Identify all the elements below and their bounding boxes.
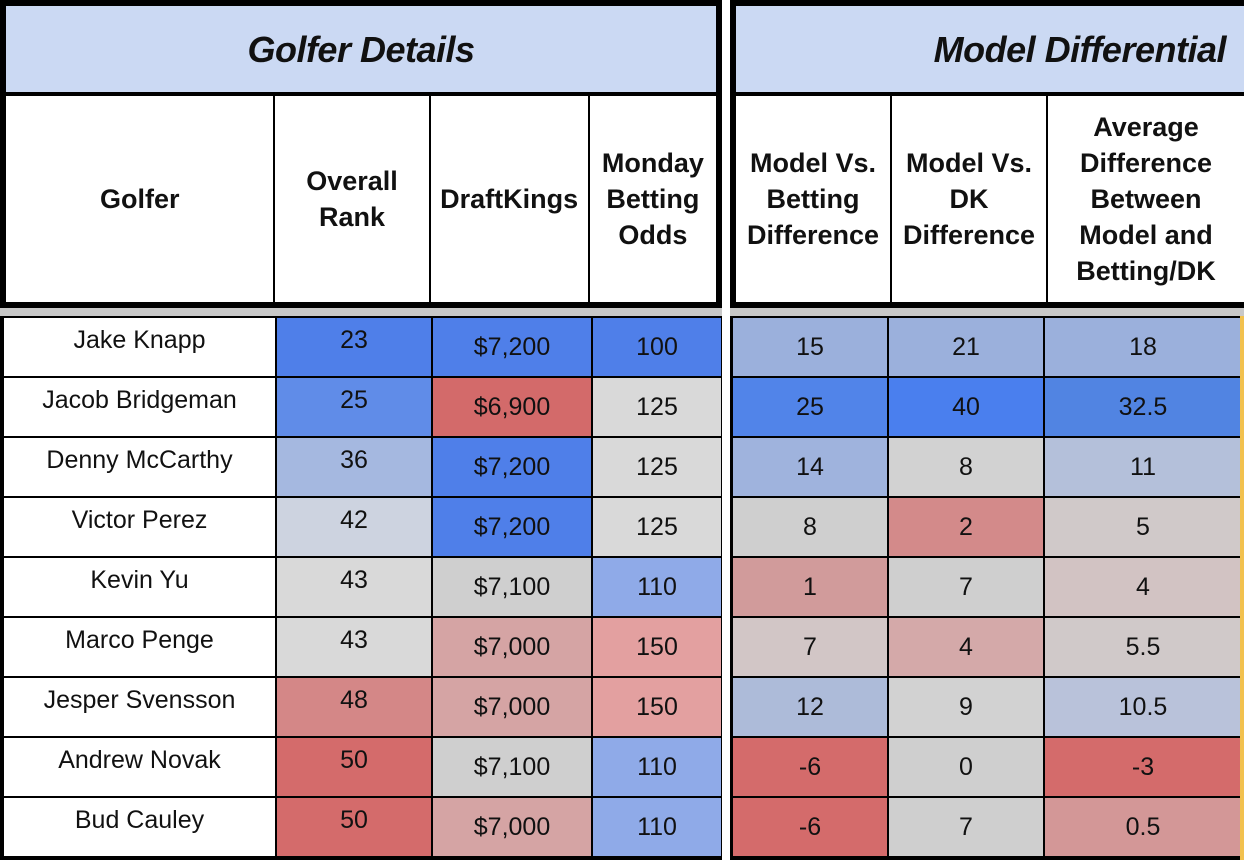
header-divider: [0, 308, 722, 316]
overall-rank-cell[interactable]: 48: [277, 678, 431, 736]
average-difference-cell[interactable]: 0.5: [1045, 798, 1241, 856]
column-header-average-difference[interactable]: Average Difference Between Model and Bet…: [1048, 96, 1244, 302]
model-vs-betting-cell[interactable]: 7: [733, 618, 887, 676]
golfer-details-section-header: Golfer Details: [0, 0, 722, 94]
monday-odds-cell[interactable]: 110: [593, 738, 721, 796]
golfer-name-cell[interactable]: Marco Penge: [4, 618, 275, 676]
draftkings-salary-cell[interactable]: $7,000: [433, 678, 591, 736]
golfer-name-cell[interactable]: Victor Perez: [4, 498, 275, 556]
overall-rank-cell[interactable]: 42: [277, 498, 431, 556]
average-difference-cell[interactable]: 32.5: [1045, 378, 1241, 436]
golfer-details-table: Jake Knapp 23 $7,200 100 Jacob Bridgeman 25 $6…: [0, 316, 722, 860]
model-vs-betting-cell[interactable]: -6: [733, 738, 887, 796]
model-vs-dk-cell[interactable]: 4: [889, 618, 1043, 676]
model-vs-betting-cell[interactable]: 1: [733, 558, 887, 616]
average-difference-cell[interactable]: 5: [1045, 498, 1241, 556]
column-header-model-vs-dk[interactable]: Model Vs. DK Difference: [892, 96, 1046, 302]
golfer-name-cell[interactable]: Jesper Svensson: [4, 678, 275, 736]
frozen-column-edge: [1240, 316, 1244, 860]
column-header-model-vs-betting[interactable]: Model Vs. Betting Difference: [736, 96, 890, 302]
draftkings-salary-cell[interactable]: $7,000: [433, 798, 591, 856]
draftkings-salary-cell[interactable]: $7,200: [433, 318, 591, 376]
golfer-name-cell[interactable]: Andrew Novak: [4, 738, 275, 796]
overall-rank-cell[interactable]: 23: [277, 318, 431, 376]
model-vs-betting-cell[interactable]: 12: [733, 678, 887, 736]
model-vs-dk-cell[interactable]: 7: [889, 558, 1043, 616]
draftkings-salary-cell[interactable]: $6,900: [433, 378, 591, 436]
monday-odds-cell[interactable]: 110: [593, 558, 721, 616]
monday-odds-cell[interactable]: 125: [593, 378, 721, 436]
model-differential-column-headers: Model Vs. Betting Difference Model Vs. D…: [730, 92, 1244, 308]
column-header-golfer[interactable]: Golfer: [6, 96, 274, 302]
average-difference-cell[interactable]: -3: [1045, 738, 1241, 796]
column-header-monday-betting-odds[interactable]: Monday Betting Odds: [589, 96, 716, 302]
model-vs-dk-cell[interactable]: 8: [889, 438, 1043, 496]
monday-odds-cell[interactable]: 150: [593, 678, 721, 736]
golfer-name-cell[interactable]: Jake Knapp: [4, 318, 275, 376]
monday-odds-cell[interactable]: 125: [593, 498, 721, 556]
column-header-draftkings[interactable]: DraftKings: [430, 96, 588, 302]
column-header-overall-rank[interactable]: Overall Rank: [275, 96, 429, 302]
model-vs-dk-cell[interactable]: 21: [889, 318, 1043, 376]
golfer-name-cell[interactable]: Jacob Bridgeman: [4, 378, 275, 436]
model-vs-betting-cell[interactable]: 8: [733, 498, 887, 556]
draftkings-salary-cell[interactable]: $7,200: [433, 438, 591, 496]
average-difference-cell[interactable]: 10.5: [1045, 678, 1241, 736]
model-differential-section-header: Model Differential: [730, 0, 1244, 94]
golfer-name-cell[interactable]: Denny McCarthy: [4, 438, 275, 496]
model-vs-dk-cell[interactable]: 9: [889, 678, 1043, 736]
monday-odds-cell[interactable]: 110: [593, 798, 721, 856]
draftkings-salary-cell[interactable]: $7,000: [433, 618, 591, 676]
monday-odds-cell[interactable]: 125: [593, 438, 721, 496]
overall-rank-cell[interactable]: 50: [277, 798, 431, 856]
draftkings-salary-cell[interactable]: $7,200: [433, 498, 591, 556]
overall-rank-cell[interactable]: 43: [277, 558, 431, 616]
model-vs-betting-cell[interactable]: 25: [733, 378, 887, 436]
monday-odds-cell[interactable]: 100: [593, 318, 721, 376]
draftkings-salary-cell[interactable]: $7,100: [433, 738, 591, 796]
draftkings-salary-cell[interactable]: $7,100: [433, 558, 591, 616]
golfer-name-cell[interactable]: Kevin Yu: [4, 558, 275, 616]
model-vs-dk-cell[interactable]: 0: [889, 738, 1043, 796]
overall-rank-cell[interactable]: 43: [277, 618, 431, 676]
overall-rank-cell[interactable]: 50: [277, 738, 431, 796]
golfer-name-cell[interactable]: Bud Cauley: [4, 798, 275, 856]
model-vs-dk-cell[interactable]: 40: [889, 378, 1043, 436]
overall-rank-cell[interactable]: 36: [277, 438, 431, 496]
average-difference-cell[interactable]: 11: [1045, 438, 1241, 496]
model-differential-title: Model Differential: [933, 29, 1227, 70]
average-difference-cell[interactable]: 18: [1045, 318, 1241, 376]
model-vs-betting-cell[interactable]: 15: [733, 318, 887, 376]
model-vs-betting-cell[interactable]: -6: [733, 798, 887, 856]
golfer-details-column-headers: Golfer Overall Rank DraftKings Monday Be…: [0, 92, 722, 308]
average-difference-cell[interactable]: 5.5: [1045, 618, 1241, 676]
golfer-details-title: Golfer Details: [247, 29, 475, 70]
average-difference-cell[interactable]: 4: [1045, 558, 1241, 616]
monday-odds-cell[interactable]: 150: [593, 618, 721, 676]
model-differential-table: 15 21 18 25 40 32.5 14 8 11 8 2 5 1 7 4 7 4 5.5 12 9 10.5 -6 0…: [730, 316, 1244, 860]
model-vs-dk-cell[interactable]: 2: [889, 498, 1043, 556]
model-vs-betting-cell[interactable]: 14: [733, 438, 887, 496]
header-divider: [730, 308, 1244, 316]
overall-rank-cell[interactable]: 25: [277, 378, 431, 436]
model-vs-dk-cell[interactable]: 7: [889, 798, 1043, 856]
